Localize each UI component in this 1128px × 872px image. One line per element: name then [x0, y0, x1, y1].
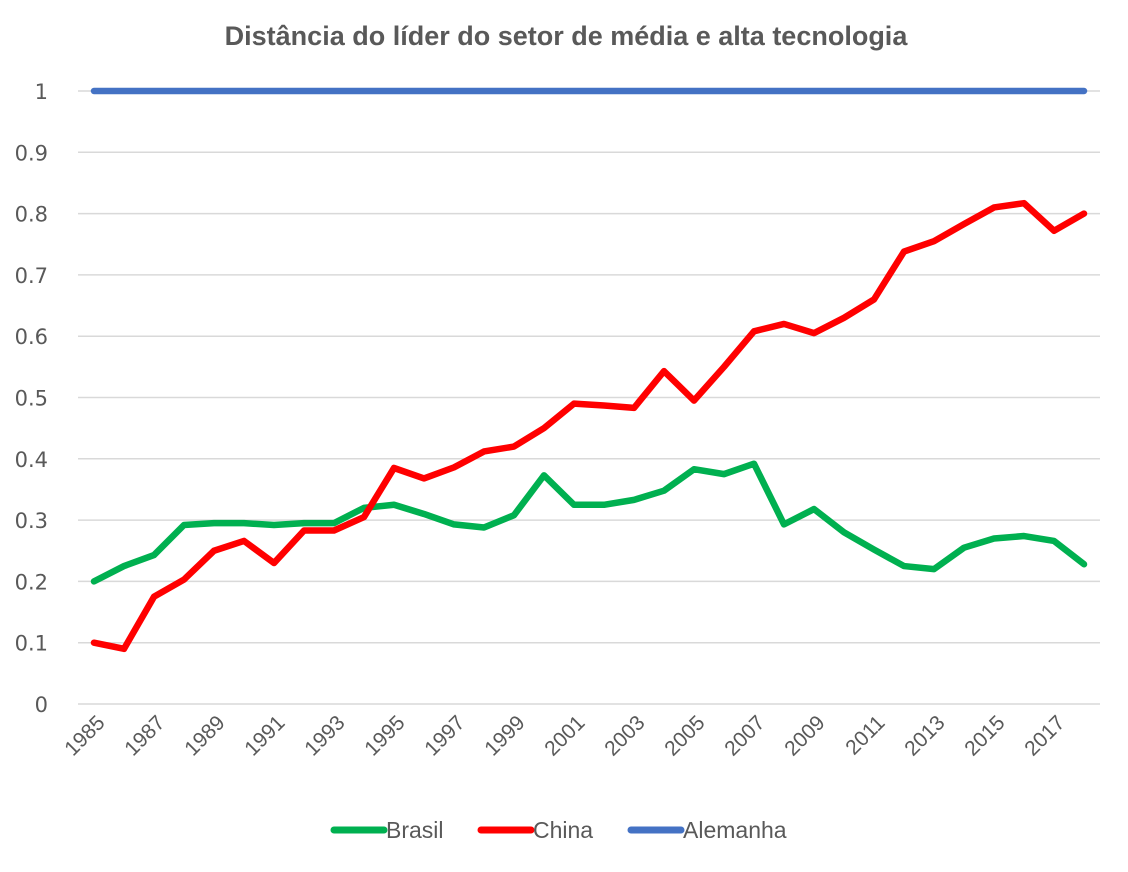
y-tick-label: 0.7 [15, 264, 48, 288]
legend-label: China [533, 817, 593, 843]
y-tick-label: 0.3 [15, 509, 48, 533]
y-tick-label: 0.4 [15, 448, 48, 472]
x-tick-label: 1997 [420, 711, 469, 760]
legend: Brasil China Alemanha [330, 817, 787, 843]
y-axis-ticks: 0 0.1 0.2 0.3 0.4 0.5 0.6 0.7 0.8 0.9 1 [15, 80, 48, 717]
x-tick-label: 2011 [841, 711, 889, 759]
x-tick-label: 1989 [180, 711, 229, 760]
x-tick-label: 2005 [660, 711, 709, 760]
x-tick-label: 1995 [360, 711, 409, 760]
x-tick-label: 1991 [240, 711, 289, 760]
y-tick-label: 1 [35, 80, 48, 104]
y-tick-label: 0.1 [15, 632, 48, 656]
y-tick-label: 0.8 [15, 203, 48, 227]
x-tick-label: 2015 [960, 711, 1009, 760]
x-tick-label: 2003 [600, 711, 649, 760]
series-line-brasil [90, 460, 1088, 585]
x-tick-label: 1987 [120, 711, 169, 760]
legend-item-brasil[interactable]: Brasil [330, 817, 444, 843]
x-tick-label: 2013 [900, 711, 949, 760]
x-tick-label: 1999 [480, 711, 529, 760]
series-line-china [90, 199, 1088, 653]
legend-item-alemanha[interactable]: Alemanha [627, 817, 787, 843]
legend-label: Alemanha [683, 817, 787, 843]
y-tick-label: 0.6 [15, 325, 48, 349]
x-tick-label: 2017 [1020, 711, 1069, 760]
legend-label: Brasil [386, 817, 444, 843]
x-tick-label: 2007 [720, 711, 769, 760]
y-tick-label: 0 [35, 693, 48, 717]
x-tick-label: 1985 [60, 711, 109, 760]
x-tick-label: 1993 [300, 711, 349, 760]
series-lines [90, 87, 1088, 653]
y-tick-label: 0.9 [15, 141, 48, 165]
x-axis-ticks: 1985 1987 1989 1991 1993 1995 1997 1999 2001 2003… [60, 711, 1069, 760]
gridlines [78, 90, 1100, 705]
x-tick-label: 2001 [540, 711, 589, 760]
y-tick-label: 0.2 [15, 570, 48, 594]
legend-item-china[interactable]: China [477, 817, 593, 843]
y-tick-label: 0.5 [15, 387, 48, 411]
chart-title: Distância do líder do setor de média e a… [225, 21, 909, 51]
x-tick-label: 2009 [780, 711, 829, 760]
